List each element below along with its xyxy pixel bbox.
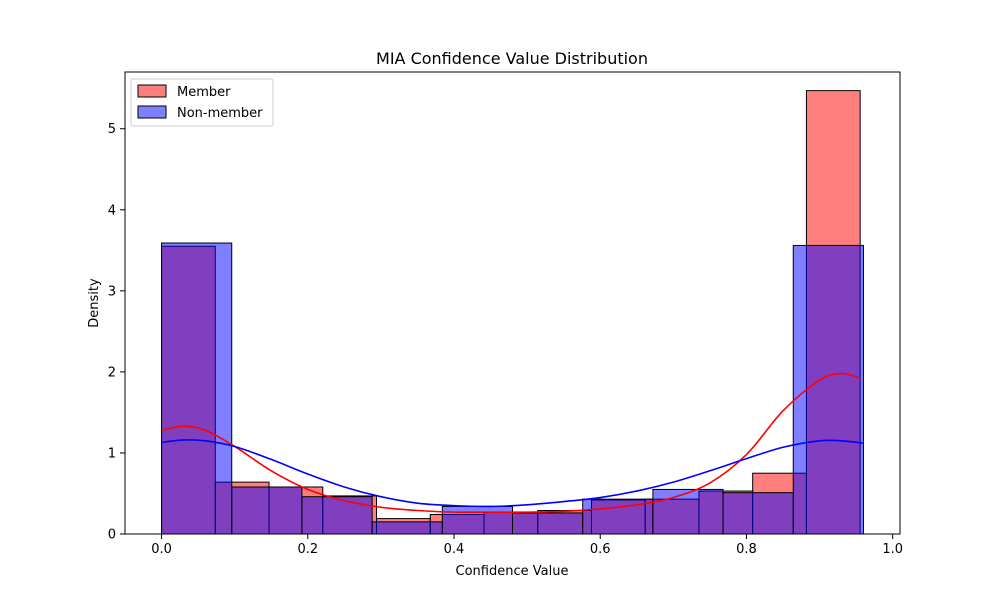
y-tick-label: 2 xyxy=(108,365,116,380)
bar-non-member-4 xyxy=(441,505,513,535)
legend-swatch-non-member xyxy=(137,105,167,119)
y-tick-label: 4 xyxy=(108,203,116,218)
series-non-member xyxy=(161,242,864,535)
legend-label-member: Member xyxy=(177,85,231,100)
bar-non-member-1 xyxy=(231,486,303,535)
kde-line-non-member xyxy=(161,439,864,508)
bar-non-member-0 xyxy=(161,242,233,535)
x-tick-label: 0.2 xyxy=(297,542,318,557)
x-axis: 0.0 0.2 0.4 0.6 0.8 1.0 xyxy=(151,534,903,557)
bar-non-member-2 xyxy=(301,496,373,535)
y-tick-label: 1 xyxy=(108,446,116,461)
y-tick-label: 3 xyxy=(108,284,116,299)
y-axis: 0 1 2 3 4 5 xyxy=(108,122,125,543)
legend: Member Non-member xyxy=(130,78,274,127)
bar-non-member-3 xyxy=(371,521,443,535)
x-tick-label: 0.8 xyxy=(736,542,757,557)
x-tick-label: 0.6 xyxy=(590,542,611,557)
bars-layer xyxy=(161,90,864,535)
y-tick-label: 0 xyxy=(108,528,116,543)
bar-non-member-5 xyxy=(512,512,584,535)
x-tick-label: 0.0 xyxy=(151,542,172,557)
x-tick-label: 1.0 xyxy=(882,542,903,557)
y-axis-label: Density xyxy=(87,278,102,328)
kde-line-member xyxy=(161,372,861,514)
x-axis-label: Confidence Value xyxy=(456,564,569,579)
x-tick-label: 0.4 xyxy=(444,542,465,557)
bar-non-member-8 xyxy=(722,492,794,535)
y-tick-label: 5 xyxy=(108,122,116,137)
bar-non-member-6 xyxy=(582,498,654,535)
legend-swatch-member xyxy=(137,84,167,98)
bar-non-member-7 xyxy=(652,488,724,535)
chart-title: MIA Confidence Value Distribution xyxy=(376,49,648,68)
plot-frame xyxy=(124,71,901,535)
legend-label-non-member: Non-member xyxy=(177,106,263,121)
kde-layer xyxy=(161,372,864,514)
bar-non-member-9 xyxy=(792,244,864,535)
